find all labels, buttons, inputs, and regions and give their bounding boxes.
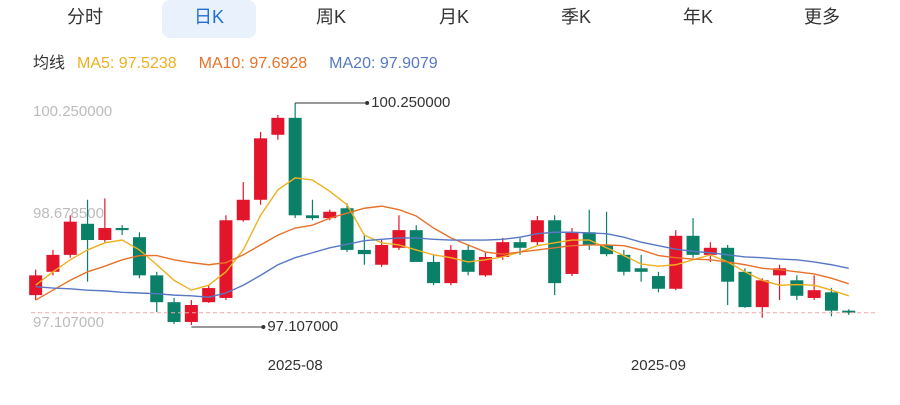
candle-body — [409, 230, 423, 262]
tab[interactable]: 季K — [561, 7, 591, 27]
candle-body — [98, 228, 112, 241]
candle-body — [686, 235, 700, 255]
candle-body — [669, 235, 683, 289]
candle-body — [513, 242, 527, 248]
candle-body — [721, 247, 735, 282]
candle-body — [461, 249, 475, 272]
candle-body — [323, 211, 337, 219]
candle-body — [444, 249, 458, 284]
candle-body — [478, 256, 492, 276]
tab[interactable]: 年K — [683, 7, 713, 27]
candle-body — [63, 221, 77, 255]
candle-body — [305, 215, 319, 219]
candle-body — [824, 292, 838, 311]
candle-body — [703, 247, 717, 255]
candle-body — [271, 117, 285, 135]
candle-body — [357, 249, 371, 255]
candle-body — [288, 117, 302, 216]
candle-body — [582, 232, 596, 245]
annotation-label: 97.107000 — [267, 318, 338, 335]
candle-body — [340, 208, 354, 250]
candle-body — [46, 254, 60, 272]
candle-body — [790, 280, 804, 296]
candle-body — [738, 271, 752, 308]
candle-body — [392, 230, 406, 248]
candle-body — [219, 220, 233, 298]
legend-entry: MA10: 97.6928 — [199, 55, 308, 72]
y-tick-label: 100.250000 — [33, 103, 112, 120]
ma-line — [35, 177, 849, 297]
candle-body — [773, 268, 787, 276]
y-tick-label: 98.678500 — [33, 205, 104, 222]
candle-body — [184, 305, 198, 322]
candle-body — [617, 254, 631, 272]
candle-body — [565, 232, 579, 274]
tab[interactable]: 月K — [439, 7, 469, 27]
tab[interactable]: 分时 — [67, 7, 103, 27]
candle-body — [634, 268, 648, 272]
candle-body — [427, 261, 441, 284]
annotation-dot — [261, 325, 266, 329]
legend-entry: MA20: 97.9079 — [329, 55, 438, 72]
ma-line — [35, 231, 849, 298]
tab[interactable]: 周K — [316, 7, 346, 27]
legend-entry: MA5: 97.5238 — [77, 55, 177, 72]
candle-body — [236, 199, 250, 221]
candle-body — [150, 275, 164, 303]
candle-body — [651, 276, 665, 289]
y-tick-label: 97.107000 — [33, 314, 104, 331]
candle-body — [115, 228, 129, 231]
candle-body — [202, 288, 216, 303]
annotation-dot — [365, 101, 370, 105]
annotation-label: 100.250000 — [371, 94, 450, 111]
candle-body — [807, 290, 821, 298]
candle-body — [842, 310, 856, 313]
candle-body — [81, 223, 95, 241]
tab[interactable]: 更多 — [804, 7, 840, 27]
ma-line — [35, 205, 849, 301]
candle-body — [600, 244, 614, 255]
candle-body — [755, 280, 769, 308]
candle-body — [548, 220, 562, 284]
candle-body — [254, 138, 268, 200]
x-tick-label: 2025-09 — [631, 357, 686, 374]
x-tick-label: 2025-08 — [268, 357, 323, 374]
candle-body — [530, 220, 544, 243]
legend-title: 均线 — [33, 54, 65, 72]
candle-body — [167, 302, 181, 322]
candle-body — [375, 244, 389, 265]
tab[interactable]: 日K — [194, 7, 224, 27]
tab-highlight — [162, 0, 256, 38]
